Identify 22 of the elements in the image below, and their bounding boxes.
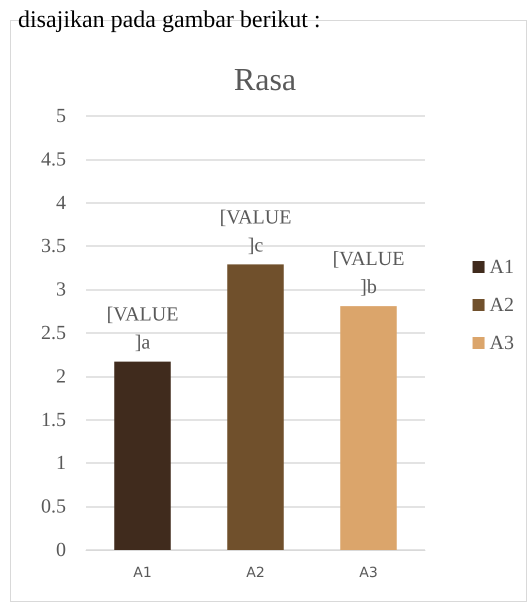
legend-label: A1 bbox=[490, 256, 514, 278]
y-tick-label: 2.5 bbox=[41, 322, 66, 344]
y-tick-label: 4 bbox=[56, 192, 66, 214]
x-tick-label: A3 bbox=[359, 565, 378, 581]
chart-title: Rasa bbox=[234, 61, 296, 97]
y-tick-label: 1.5 bbox=[41, 408, 66, 431]
y-tick-label: 0.5 bbox=[41, 496, 66, 518]
data-label: [VALUE]a bbox=[106, 304, 178, 354]
y-tick-label: 0 bbox=[56, 539, 66, 561]
y-tick-label: 1 bbox=[56, 452, 66, 474]
data-label: [VALUE]c bbox=[220, 206, 292, 256]
text: disajikan pada gambar berikut : bbox=[18, 7, 321, 33]
data-label: [VALUE]b bbox=[332, 248, 404, 298]
y-tick-label: 2 bbox=[56, 365, 66, 388]
x-tick-label: A1 bbox=[133, 565, 152, 581]
x-tick-label: A2 bbox=[246, 565, 265, 581]
y-tick-label: 3 bbox=[56, 278, 66, 301]
y-tick-label: 5 bbox=[56, 105, 66, 127]
y-tick-label: 3.5 bbox=[41, 235, 66, 258]
y-tick-label: 4.5 bbox=[41, 148, 66, 170]
legend-label: A3 bbox=[490, 332, 514, 354]
legend-label: A2 bbox=[490, 294, 514, 316]
